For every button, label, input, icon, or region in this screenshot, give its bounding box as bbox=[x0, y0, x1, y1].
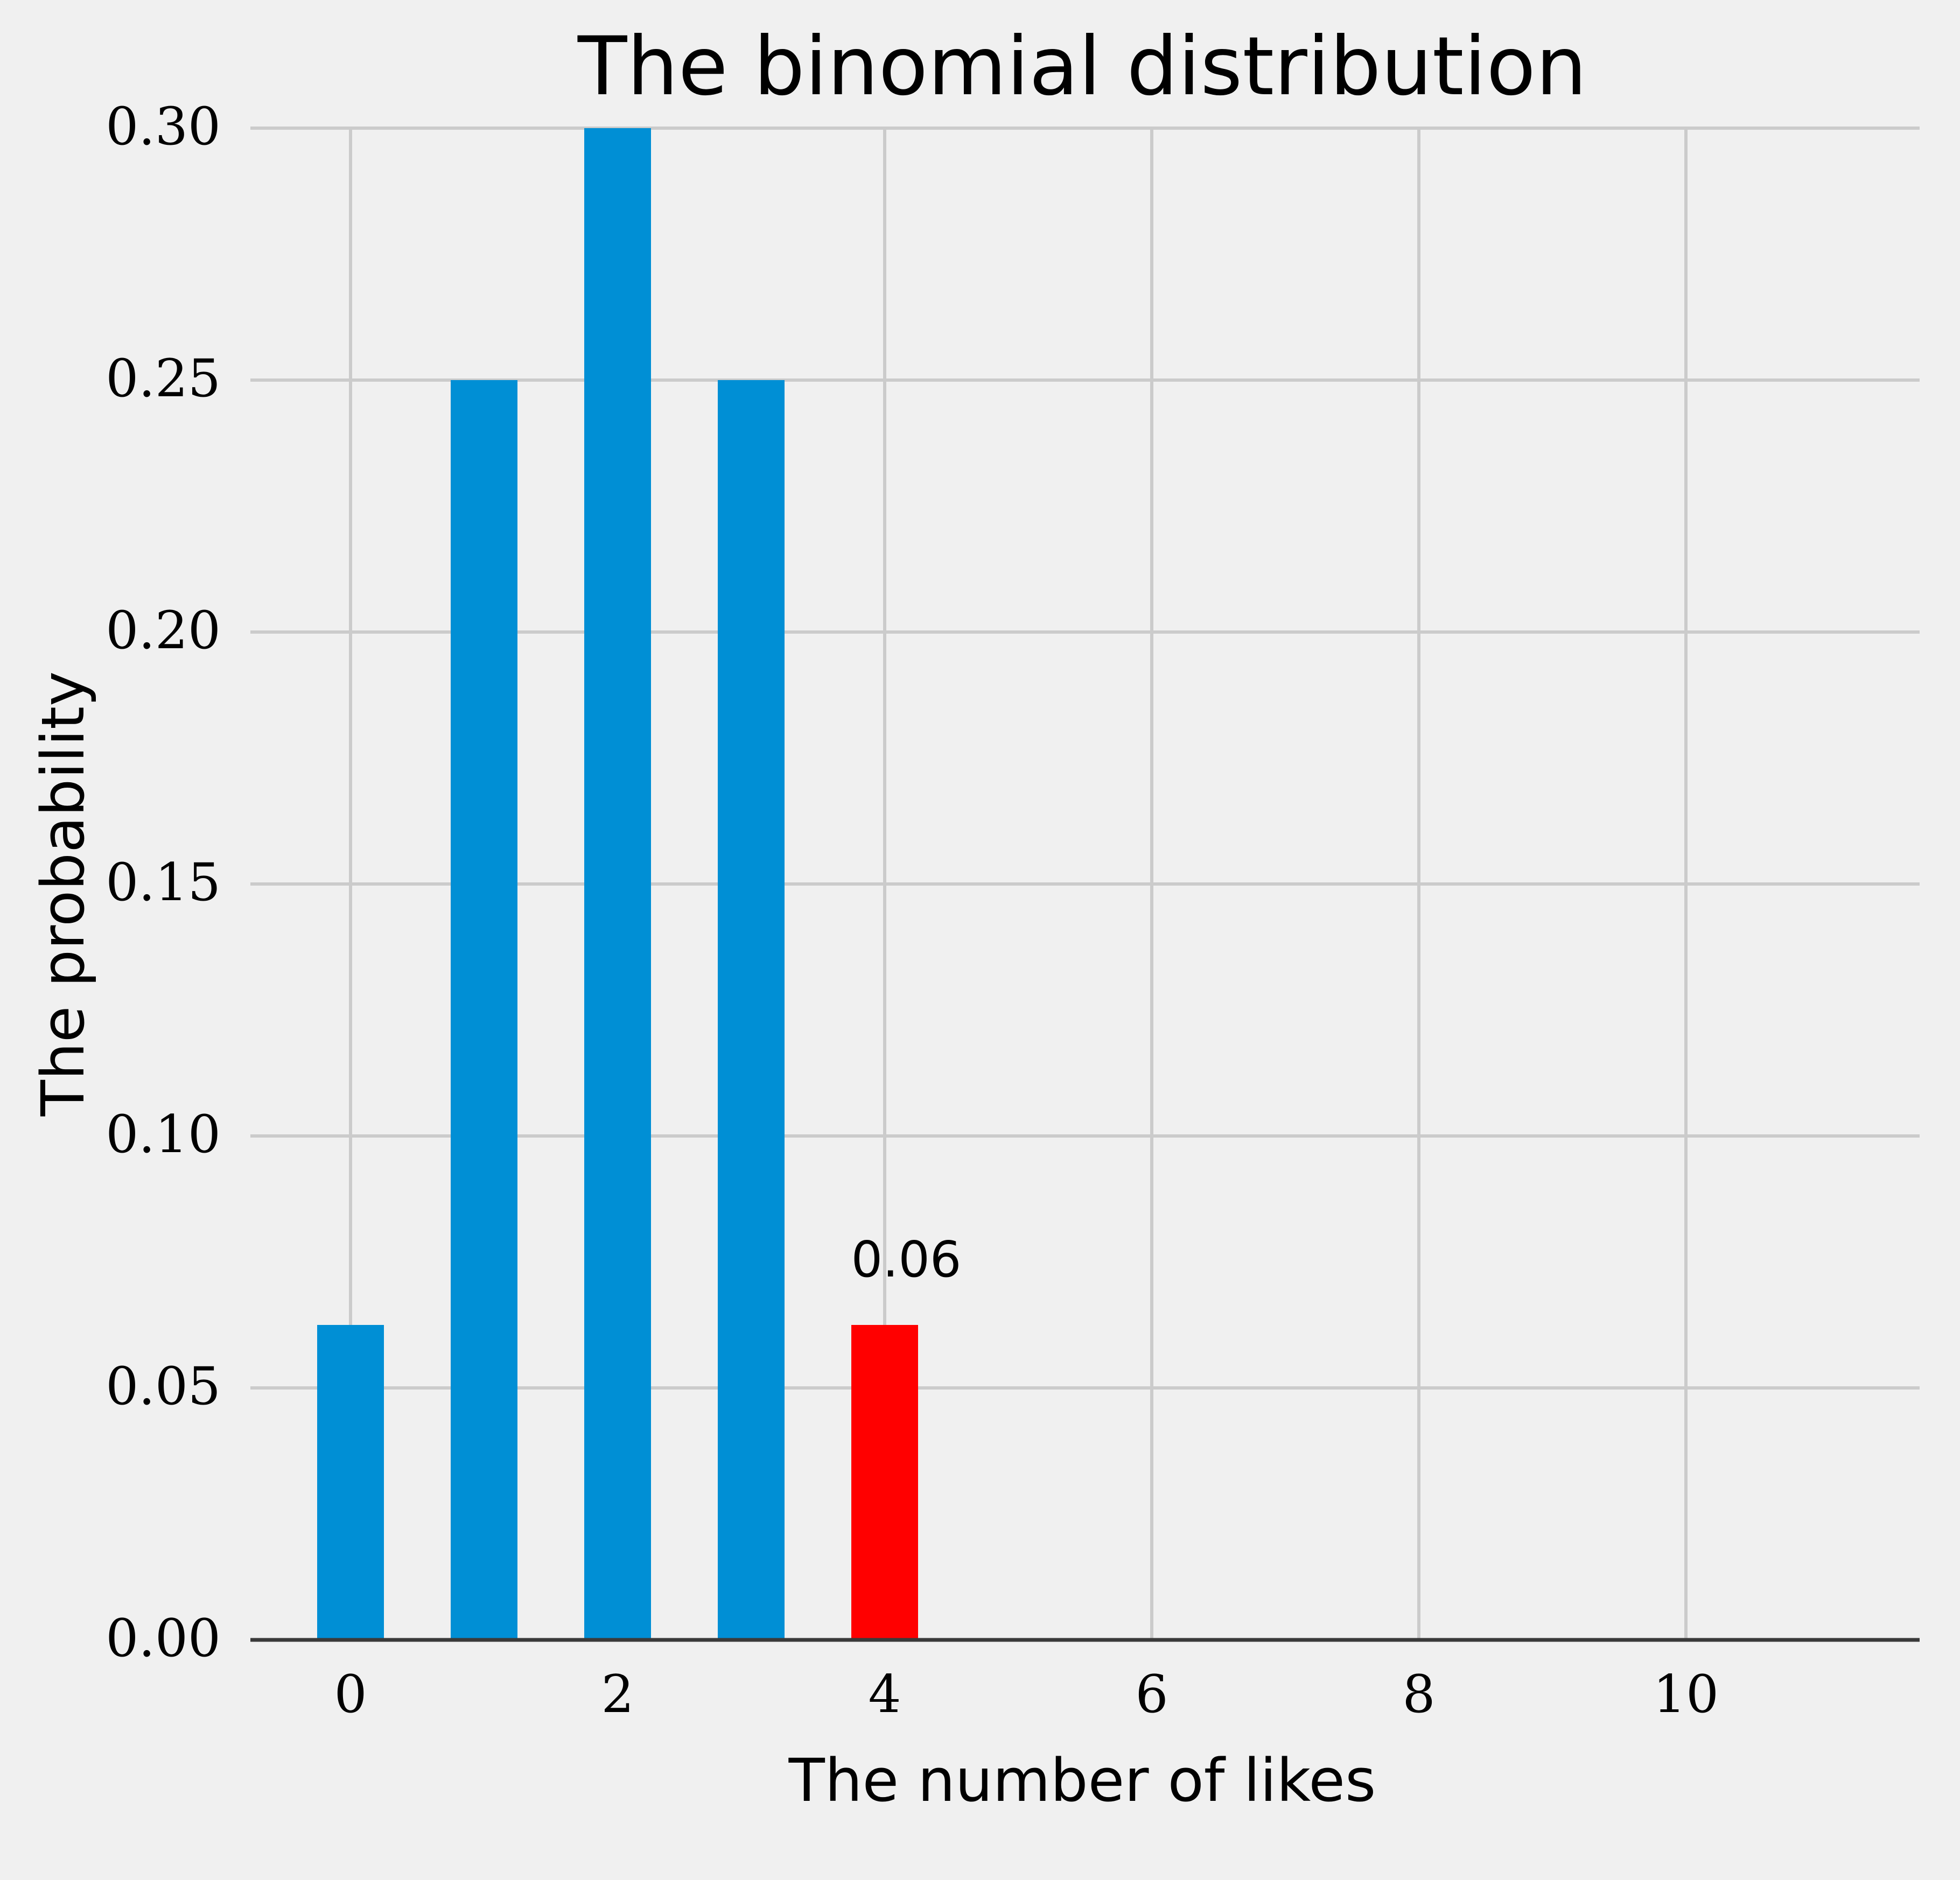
y-tick-label: 0.15 bbox=[106, 852, 221, 913]
x-tick-label: 0 bbox=[334, 1664, 367, 1724]
highlighted-bar bbox=[851, 1325, 918, 1640]
tick-labels-layer: 0.00 0.05 0.10 0.15 0.20 0.25 0.30 0 2 4 6 8 10 bbox=[106, 96, 1719, 1724]
annotation-layer: 0.06 bbox=[851, 1231, 962, 1288]
bar bbox=[584, 128, 651, 1640]
chart-title: The binomial distribution bbox=[577, 20, 1587, 114]
y-tick-label: 0.30 bbox=[106, 96, 221, 157]
y-tick-label: 0.20 bbox=[106, 600, 221, 661]
x-tick-label: 8 bbox=[1402, 1664, 1435, 1724]
bar bbox=[317, 1325, 384, 1640]
y-tick-label: 0.00 bbox=[106, 1608, 221, 1668]
x-tick-label: 2 bbox=[601, 1664, 634, 1724]
y-axis-label: The probability bbox=[29, 671, 97, 1117]
x-tick-label: 10 bbox=[1653, 1664, 1719, 1724]
y-tick-label: 0.10 bbox=[106, 1104, 221, 1165]
x-tick-label: 6 bbox=[1135, 1664, 1168, 1724]
bar-annotation-label: 0.06 bbox=[851, 1231, 962, 1288]
bars-layer bbox=[317, 128, 918, 1640]
y-tick-label: 0.25 bbox=[106, 348, 221, 409]
bar bbox=[718, 380, 785, 1640]
x-axis-label: The number of likes bbox=[788, 1746, 1376, 1815]
x-tick-label: 4 bbox=[868, 1664, 901, 1724]
bar bbox=[451, 380, 517, 1640]
y-tick-label: 0.05 bbox=[106, 1356, 221, 1416]
